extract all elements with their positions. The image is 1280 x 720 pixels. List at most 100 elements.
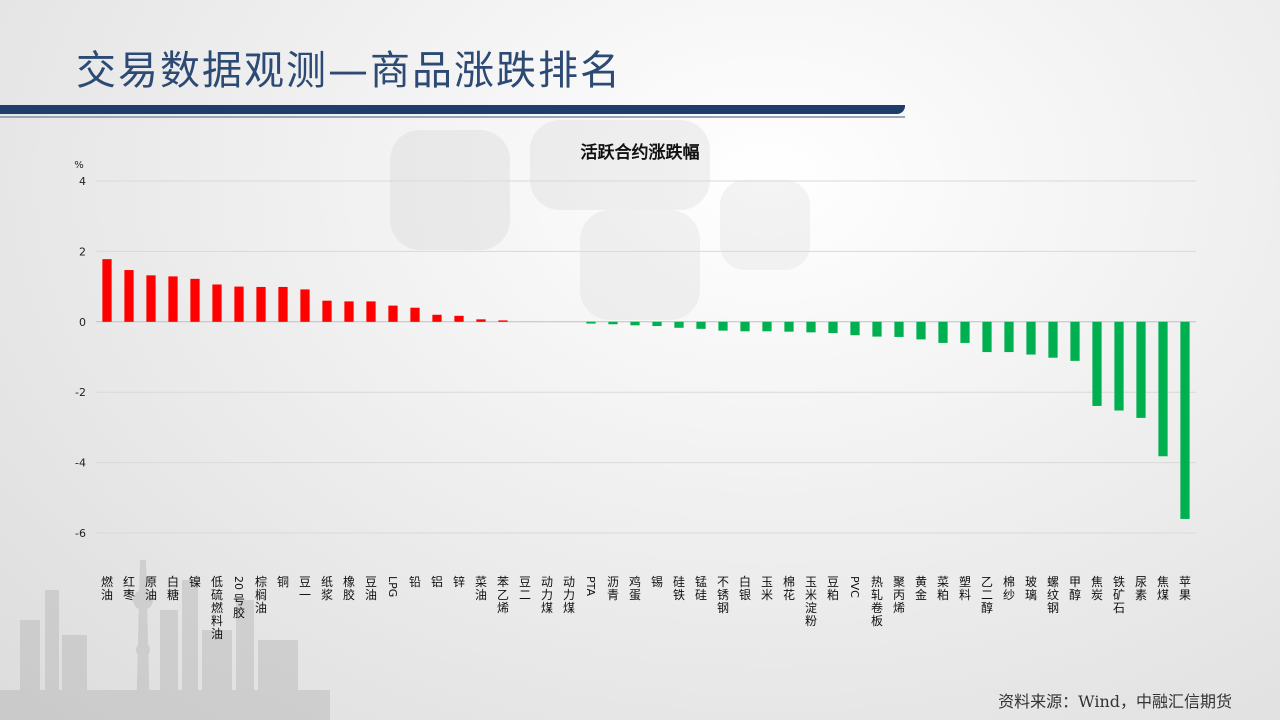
x-tick-label: 20 号胶 xyxy=(232,576,245,620)
bars xyxy=(102,259,1190,519)
bar-17 xyxy=(476,319,486,322)
city-skyline-decoration xyxy=(0,560,330,720)
x-tick-label: PTA xyxy=(584,576,597,596)
svg-text:铁矿石: 铁矿石 xyxy=(1113,575,1125,615)
svg-text:焦炭: 焦炭 xyxy=(1091,575,1103,602)
x-axis-labels: 燃油红枣原油白糖镍 低硫燃料油 20 号胶棕榈油铜 豆一纸浆橡胶豆油 LPG 铅铝锌菜油苯乙… xyxy=(101,574,1191,641)
title-banner: 交易数据观测—商品涨跌排名 xyxy=(0,0,1280,120)
x-tick-label: 聚丙烯 xyxy=(893,575,905,615)
bar-25 xyxy=(652,321,662,327)
bar-1 xyxy=(124,270,134,322)
svg-text:乙二醇: 乙二醇 xyxy=(981,575,993,615)
svg-text:棉纱: 棉纱 xyxy=(1003,575,1015,602)
x-tick-label: 白银 xyxy=(739,574,751,602)
bar-49 xyxy=(1180,321,1190,519)
svg-text:聚丙烯: 聚丙烯 xyxy=(893,575,905,615)
bar-13 xyxy=(388,305,398,322)
x-tick-label: 黄金 xyxy=(915,575,927,602)
bar-12 xyxy=(366,301,376,322)
svg-text:豆一: 豆一 xyxy=(299,575,311,602)
x-tick-label: 动力煤 xyxy=(563,575,575,615)
x-tick-label: 豆粕 xyxy=(827,575,839,602)
y-tick-label: 2 xyxy=(79,245,86,258)
x-tick-label: 棕榈油 xyxy=(255,574,267,615)
x-tick-label: 热轧卷板 xyxy=(871,575,883,628)
bar-23 xyxy=(608,321,618,325)
svg-text:豆粕: 豆粕 xyxy=(827,575,839,602)
world-map-decoration xyxy=(390,120,810,320)
svg-text:镍: 镍 xyxy=(189,575,201,589)
bar-27 xyxy=(696,321,706,329)
svg-text:不锈钢: 不锈钢 xyxy=(717,575,729,615)
y-tick-label: 0 xyxy=(79,316,86,329)
y-axis-unit: % xyxy=(74,160,84,171)
x-tick-label: 铁矿石 xyxy=(1113,575,1125,615)
x-tick-label: 原油 xyxy=(145,575,157,602)
bar-34 xyxy=(850,321,860,336)
svg-text:尿素: 尿素 xyxy=(1135,575,1147,602)
bar-44 xyxy=(1070,321,1080,361)
bar-35 xyxy=(872,321,882,337)
x-tick-label: 甲醇 xyxy=(1069,575,1081,602)
svg-text:苯乙烯: 苯乙烯 xyxy=(497,575,509,615)
svg-text:原油: 原油 xyxy=(145,575,157,602)
svg-text:锡: 锡 xyxy=(651,574,663,589)
x-tick-label: 玉米 xyxy=(761,575,773,602)
x-tick-label-part: PTA xyxy=(584,576,597,596)
x-tick-label: 菜粕 xyxy=(937,575,949,602)
svg-text:菜油: 菜油 xyxy=(475,575,487,602)
y-tick-label: -2 xyxy=(75,386,86,399)
svg-text:硅铁: 硅铁 xyxy=(673,575,685,602)
svg-text:沥青: 沥青 xyxy=(607,575,619,602)
svg-text:豆油: 豆油 xyxy=(365,575,377,602)
svg-text:锌: 锌 xyxy=(453,575,465,589)
bar-10 xyxy=(322,300,332,322)
svg-text:黄金: 黄金 xyxy=(915,575,927,602)
svg-text:玉米淀粉: 玉米淀粉 xyxy=(805,575,817,628)
y-tick-label: 4 xyxy=(79,175,86,188)
x-tick-label: 铝 xyxy=(431,574,443,589)
x-tick-label: 豆一 xyxy=(299,575,311,602)
svg-text:塑料: 塑料 xyxy=(959,574,971,602)
x-tick-label: 纸浆 xyxy=(321,575,333,602)
x-tick-label: 铜 xyxy=(277,574,289,589)
bar-14 xyxy=(410,307,420,322)
svg-text:白糖: 白糖 xyxy=(167,574,179,602)
bar-0 xyxy=(102,259,112,322)
title-underline-thin xyxy=(0,116,905,118)
svg-text:焦煤: 焦煤 xyxy=(1157,575,1169,602)
x-tick-label: 豆二 xyxy=(519,575,531,602)
x-tick-label: 焦炭 xyxy=(1091,575,1103,602)
x-tick-label: 玻璃 xyxy=(1025,575,1037,602)
bar-47 xyxy=(1136,321,1146,418)
x-tick-label: 菜油 xyxy=(475,575,487,602)
svg-text:棉花: 棉花 xyxy=(783,575,795,602)
bar-37 xyxy=(916,321,926,340)
bar-41 xyxy=(1004,321,1014,353)
x-tick-label: 锌 xyxy=(453,575,465,589)
bar-42 xyxy=(1026,321,1036,355)
svg-text:红枣: 红枣 xyxy=(123,574,135,602)
bar-2 xyxy=(146,275,156,322)
chart-title: 活跃合约涨跌幅 xyxy=(581,142,700,163)
svg-text:铝: 铝 xyxy=(431,574,443,589)
bar-32 xyxy=(806,321,816,333)
bar-48 xyxy=(1158,321,1168,457)
x-tick-label: 棉纱 xyxy=(1003,575,1015,602)
x-tick-label: 尿素 xyxy=(1135,575,1147,602)
x-tick-label: 鸡蛋 xyxy=(629,574,641,602)
svg-text:纸浆: 纸浆 xyxy=(321,575,333,602)
source-note: 资料来源：Wind，中融汇信期货 xyxy=(998,692,1232,711)
svg-text:动力煤: 动力煤 xyxy=(563,575,575,615)
x-tick-label: 不锈钢 xyxy=(717,575,729,615)
bar-39 xyxy=(960,321,970,343)
bar-9 xyxy=(300,289,310,322)
bar-24 xyxy=(630,321,640,326)
x-tick-label: 低硫燃料油 xyxy=(211,575,223,641)
x-tick-label-part: LPG xyxy=(386,576,399,597)
x-tick-label: PVC xyxy=(848,576,861,598)
x-tick-label: 塑料 xyxy=(959,574,971,602)
bar-38 xyxy=(938,321,948,343)
bar-28 xyxy=(718,321,728,331)
